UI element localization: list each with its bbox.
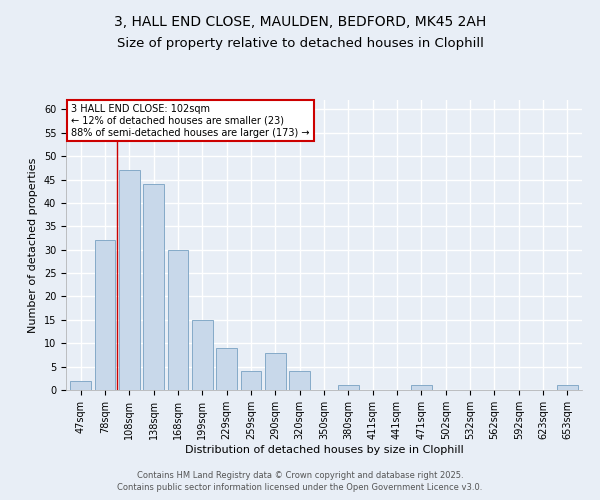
Y-axis label: Number of detached properties: Number of detached properties <box>28 158 38 332</box>
Bar <box>557 386 578 390</box>
Bar <box>167 250 188 390</box>
Bar <box>411 386 432 390</box>
X-axis label: Distribution of detached houses by size in Clophill: Distribution of detached houses by size … <box>185 444 463 454</box>
Bar <box>192 320 212 390</box>
Bar <box>143 184 164 390</box>
Text: Size of property relative to detached houses in Clophill: Size of property relative to detached ho… <box>116 38 484 51</box>
Bar <box>70 380 91 390</box>
Text: 3 HALL END CLOSE: 102sqm
← 12% of detached houses are smaller (23)
88% of semi-d: 3 HALL END CLOSE: 102sqm ← 12% of detach… <box>71 104 310 138</box>
Bar <box>241 372 262 390</box>
Bar <box>289 372 310 390</box>
Bar <box>119 170 140 390</box>
Bar <box>95 240 115 390</box>
Text: 3, HALL END CLOSE, MAULDEN, BEDFORD, MK45 2AH: 3, HALL END CLOSE, MAULDEN, BEDFORD, MK4… <box>114 15 486 29</box>
Bar <box>216 348 237 390</box>
Bar <box>338 386 359 390</box>
Text: Contains HM Land Registry data © Crown copyright and database right 2025.
Contai: Contains HM Land Registry data © Crown c… <box>118 471 482 492</box>
Bar <box>265 352 286 390</box>
